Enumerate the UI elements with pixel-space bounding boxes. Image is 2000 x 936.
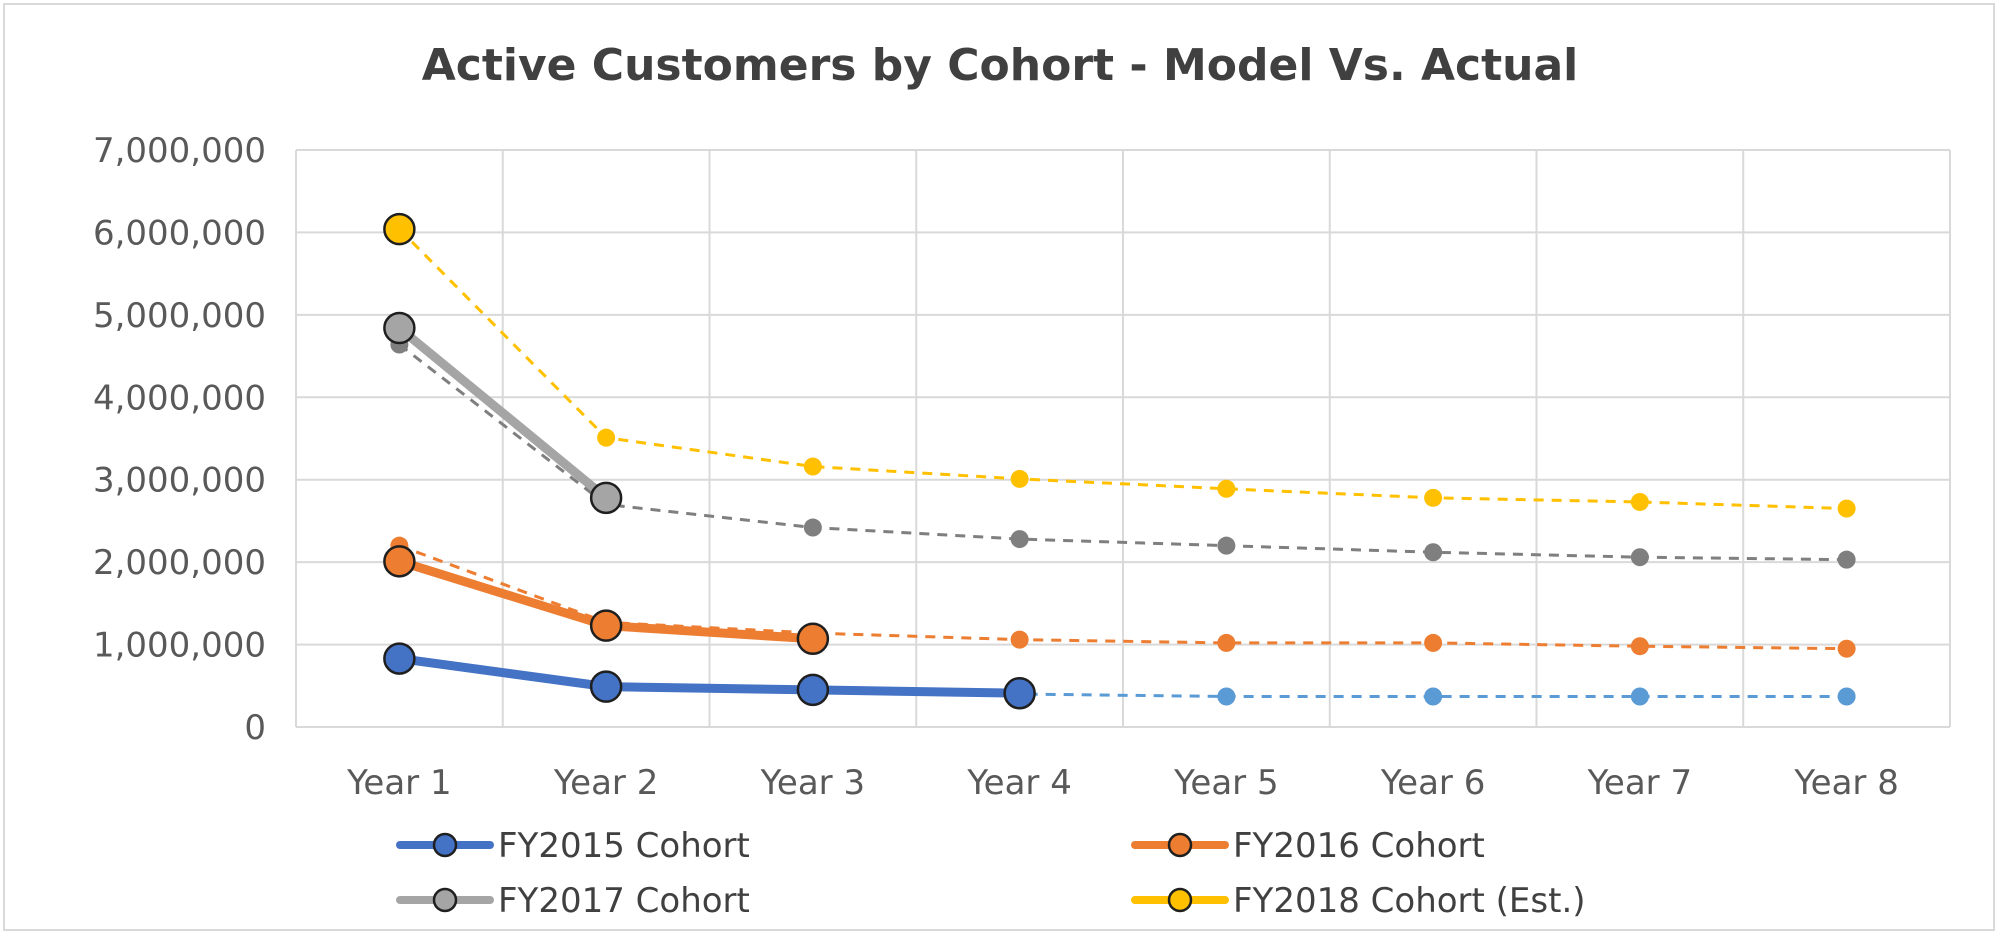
model-point bbox=[1217, 479, 1236, 498]
legend-label: FY2015 Cohort bbox=[498, 826, 750, 866]
model-point bbox=[597, 428, 616, 447]
legend-swatch-marker bbox=[1167, 832, 1193, 858]
model-point bbox=[1010, 469, 1029, 488]
model-point bbox=[803, 457, 822, 476]
y-tick-label: 4,000,000 bbox=[93, 378, 266, 418]
y-axis-ticks: 0 1,000,000 2,000,000 3,000,000 4,000,000 5,0… bbox=[93, 131, 266, 748]
model-series-line bbox=[398, 343, 1847, 562]
model-point bbox=[1837, 499, 1856, 518]
legend-swatch-marker bbox=[432, 832, 458, 858]
chart-frame bbox=[3, 3, 1995, 931]
actual-point bbox=[383, 545, 416, 578]
model-point bbox=[1424, 488, 1443, 507]
y-tick-label: 6,000,000 bbox=[93, 213, 266, 253]
legend-swatch-marker bbox=[1167, 887, 1193, 913]
model-point bbox=[1630, 492, 1649, 511]
y-tick-label: 7,000,000 bbox=[93, 131, 266, 171]
actual-point bbox=[589, 670, 623, 703]
legend-label: FY2018 Cohort (Est.) bbox=[1233, 881, 1586, 921]
x-tick-label: Year 2 bbox=[553, 763, 658, 803]
model-point bbox=[1424, 687, 1443, 706]
actual-point bbox=[589, 609, 623, 642]
model-point bbox=[1217, 633, 1236, 652]
actual-series-line bbox=[394, 654, 1025, 698]
legend: FY2015 Cohort FY2016 Cohort FY2017 Cohort F… bbox=[396, 826, 1586, 921]
x-tick-label: Year 1 bbox=[346, 763, 451, 803]
model-series-line bbox=[398, 228, 1847, 511]
model-point bbox=[1424, 543, 1443, 562]
x-tick-label: Year 5 bbox=[1173, 763, 1278, 803]
model-point bbox=[1630, 637, 1649, 656]
legend-label: FY2016 Cohort bbox=[1233, 826, 1485, 866]
x-tick-label: Year 3 bbox=[760, 763, 865, 803]
actual-point bbox=[383, 311, 416, 345]
x-tick-label: Year 7 bbox=[1587, 763, 1692, 803]
model-point bbox=[1217, 536, 1236, 555]
actual-point bbox=[383, 642, 416, 675]
model-point bbox=[1630, 687, 1649, 706]
actual-point bbox=[1003, 676, 1036, 710]
model-point bbox=[1837, 639, 1856, 658]
y-tick-label: 0 bbox=[244, 708, 266, 748]
actual-point bbox=[796, 622, 830, 656]
legend-label: FY2017 Cohort bbox=[498, 881, 750, 921]
x-axis-ticks: Year 1 Year 2 Year 3 Year 4 Year 5 Year 6 Year… bbox=[346, 763, 1899, 803]
model-point bbox=[1010, 530, 1029, 549]
x-tick-label: Year 6 bbox=[1380, 763, 1485, 803]
actual-series-line bbox=[394, 323, 611, 503]
gridlines bbox=[295, 149, 1951, 728]
x-tick-label: Year 8 bbox=[1793, 763, 1898, 803]
model-point bbox=[803, 518, 822, 537]
chart-title: Active Customers by Cohort - Model Vs. A… bbox=[422, 40, 1579, 91]
x-tick-label: Year 4 bbox=[966, 763, 1071, 803]
actual-series bbox=[383, 212, 1036, 710]
model-point bbox=[1217, 687, 1236, 706]
model-point bbox=[1630, 548, 1649, 567]
y-tick-label: 2,000,000 bbox=[93, 543, 266, 583]
actual-point bbox=[383, 212, 416, 246]
y-tick-label: 1,000,000 bbox=[93, 626, 266, 666]
legend-swatch-marker bbox=[432, 887, 458, 913]
model-point bbox=[1837, 687, 1856, 706]
actual-point bbox=[796, 673, 830, 707]
y-tick-label: 3,000,000 bbox=[93, 461, 266, 501]
model-point bbox=[1837, 550, 1856, 569]
y-tick-label: 5,000,000 bbox=[93, 296, 266, 336]
actual-point bbox=[589, 481, 623, 515]
model-point bbox=[1424, 633, 1443, 652]
model-point bbox=[1010, 630, 1029, 649]
